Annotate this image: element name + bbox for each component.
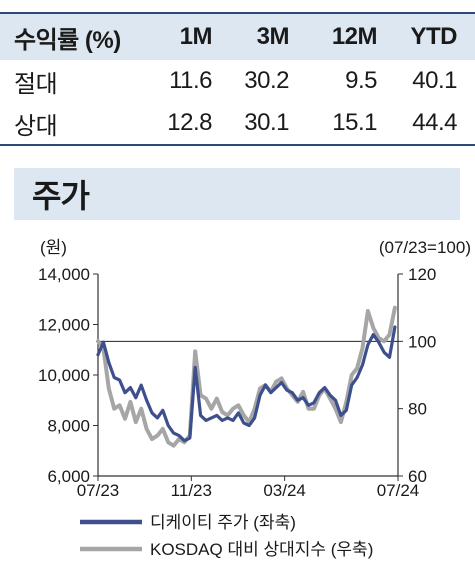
x-tick-label: 07/23: [77, 481, 120, 500]
table-bottom-rule: [0, 144, 475, 146]
right-axis-unit: (07/23=100): [379, 238, 471, 257]
stock-chart-svg: (원) (07/23=100) 6,000 8,000 10,000 12,000 14,0…: [38, 238, 471, 559]
stock-chart: (원) (07/23=100) 6,000 8,000 10,000 12,000 14,0…: [0, 228, 475, 578]
x-tick-label: 07/24: [377, 481, 420, 500]
right-tick-label: 60: [408, 467, 427, 486]
table-row: 상대 12.8 30.1 15.1 44.4: [0, 102, 475, 144]
header-1m: 1M: [179, 23, 213, 50]
table-cell: 11.6: [169, 67, 212, 94]
header-12m: 12M: [331, 23, 378, 50]
row-label: 상대: [14, 112, 58, 140]
left-tick-label: 12,000: [38, 316, 90, 335]
header-3m: 3M: [256, 23, 290, 50]
returns-table: 수익률 (%) 1M 3M 12M YTD 절대 11.6 30.2 9.5 4…: [0, 12, 475, 144]
legend-label: 디케이티 주가 (좌축): [150, 513, 296, 532]
left-axis-unit: (원): [40, 238, 67, 257]
left-tick-label: 14,000: [38, 265, 90, 284]
row-label: 절대: [14, 70, 58, 98]
right-tick-label: 120: [408, 265, 436, 284]
left-tick-label: 8,000: [47, 417, 90, 436]
series-line-stock-price: [96, 325, 397, 443]
table-cell: 40.1: [412, 67, 457, 94]
x-tick-label: 03/24: [263, 481, 306, 500]
series-line-relative-index: [96, 305, 397, 448]
right-tick-label: 100: [408, 332, 436, 351]
x-tick-label: 11/23: [171, 481, 212, 500]
header-ytd: YTD: [410, 23, 458, 50]
header-label: 수익률 (%): [14, 26, 121, 54]
table-cell: 9.5: [345, 67, 377, 94]
legend-label: KOSDAQ 대비 상대지수 (우축): [150, 540, 373, 559]
table-row: 절대 11.6 30.2 9.5 40.1: [0, 60, 475, 102]
table-cell: 12.8: [167, 109, 212, 136]
returns-table-header: 수익률 (%) 1M 3M 12M YTD: [0, 12, 475, 60]
right-tick-label: 80: [408, 400, 427, 419]
left-tick-label: 10,000: [38, 366, 90, 385]
table-cell: 30.1: [244, 109, 289, 136]
left-tick-label: 6,000: [47, 467, 90, 486]
section-title: 주가: [32, 178, 90, 214]
section-header: 주가: [14, 168, 460, 220]
table-cell: 44.4: [412, 109, 457, 136]
table-cell: 30.2: [244, 67, 289, 94]
table-cell: 15.1: [332, 109, 377, 136]
